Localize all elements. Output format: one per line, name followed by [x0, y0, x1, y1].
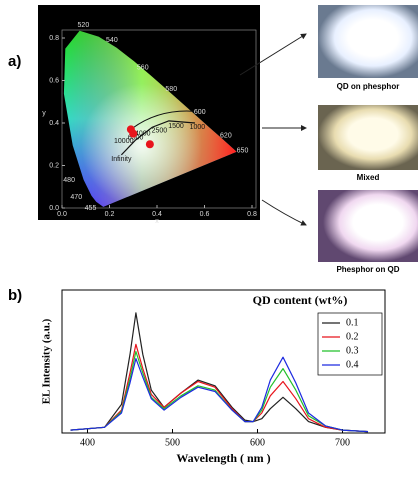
wavelength-label: 580 [165, 86, 177, 93]
x-tick-label: 0.6 [200, 211, 210, 218]
x-tick-label: 0.8 [247, 211, 257, 218]
wavelength-label: 480 [63, 177, 75, 184]
cie-plot: 0.0 0.2 0.4 0.6 0.8 0.0 0.2 0.4 0.6 0.8 x y 520 540 56… [42, 22, 257, 225]
photo-caption: Mixed [357, 173, 380, 182]
wavelength-label: 650 [237, 147, 249, 154]
x-tick-label: 700 [335, 437, 350, 448]
wavelength-label: 600 [194, 109, 206, 116]
y-tick-label: 0.4 [49, 120, 59, 127]
legend-label: 0.4 [346, 359, 359, 370]
planckian-locus [120, 120, 196, 156]
series-line [70, 312, 369, 433]
cct-label: 1000 [190, 124, 206, 131]
legend-label: 0.1 [346, 317, 359, 328]
gamut [63, 30, 237, 207]
x-tick-label: 600 [250, 437, 265, 448]
legend-title: QD content (wt%) [253, 293, 348, 307]
legend-label: 0.2 [346, 331, 359, 342]
y-tick-label: 0.2 [49, 162, 59, 169]
wavelength-label: 470 [70, 194, 82, 201]
wavelength-label: 540 [106, 37, 118, 44]
y-tick-label: 0.0 [49, 205, 59, 212]
arrow [239, 33, 307, 76]
series-line [70, 343, 369, 433]
data-point [145, 140, 154, 149]
series-line [70, 356, 369, 433]
y-tick-label: 0.6 [49, 77, 59, 84]
photo [318, 190, 418, 262]
photo [318, 5, 418, 78]
axis-frame [61, 29, 257, 209]
guide-curve [130, 110, 205, 130]
arrow [261, 199, 307, 226]
photo-caption: QD on phesphor [337, 82, 400, 91]
photo-caption: Phesphor on QD [336, 265, 399, 274]
panel-label: a) [8, 53, 21, 70]
wavelength-label: 560 [137, 65, 149, 72]
wavelength-label: 455 [85, 205, 97, 212]
data-point [129, 129, 138, 138]
x-tick-label: 0.2 [105, 211, 115, 218]
x-tick-label: 400 [80, 437, 95, 448]
x-axis-label: x [155, 218, 159, 225]
x-tick-label: 0.0 [57, 211, 67, 218]
plot-frame [61, 289, 386, 434]
cct-label: 6500 [128, 135, 144, 142]
x-axis-label: Wavelength ( nm ) [176, 451, 270, 465]
panel-label: b) [8, 287, 22, 304]
cct-label: 10000 [114, 138, 134, 145]
cct-label: 4000 [135, 130, 151, 137]
y-axis-label: y [42, 110, 46, 117]
legend-label: 0.3 [346, 345, 359, 356]
y-tick-label: 0.8 [49, 35, 59, 42]
y-axis-label: EL Intensity (a.u.) [41, 318, 53, 404]
cct-label: 2500 [152, 127, 168, 134]
wavelength-label: 620 [220, 133, 232, 140]
x-tick-label: 0.4 [152, 211, 162, 218]
x-tick-label: 500 [165, 437, 180, 448]
cct-label: Infinity [111, 156, 132, 163]
photo [318, 105, 418, 170]
wavelength-label: 520 [78, 22, 90, 29]
cct-label: 1500 [168, 123, 184, 130]
